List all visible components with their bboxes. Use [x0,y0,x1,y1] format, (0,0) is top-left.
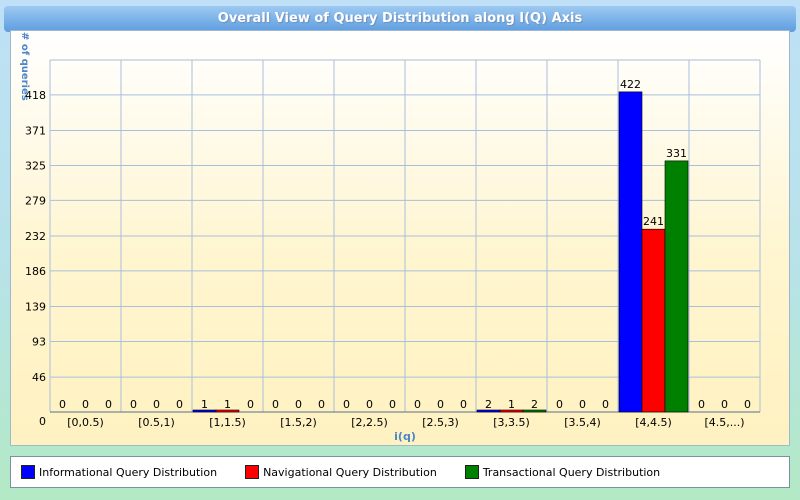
bar-value-label: 0 [272,398,279,411]
bar-value-label: 0 [698,398,705,411]
bar-value-label: 0 [59,398,66,411]
bar-value-label: 2 [485,398,492,411]
y-tick-label: 46 [32,371,46,384]
y-tick-label: 325 [25,159,46,172]
bar-value-label: 0 [721,398,728,411]
bar-value-label: 0 [414,398,421,411]
bar-value-label: 0 [556,398,563,411]
bar [618,91,643,413]
x-tick-label: [1,1.5) [209,416,246,429]
legend-item-navigational: Navigational Query Distribution [245,465,437,479]
bar [215,409,240,413]
legend-label-informational: Informational Query Distribution [39,465,218,479]
bar-value-label: 422 [620,78,641,91]
bar [522,409,547,413]
legend-label-navigational: Navigational Query Distribution [263,465,437,479]
bar-value-label: 0 [366,398,373,411]
y-tick-label: 232 [25,230,46,243]
x-tick-label: [0,0.5) [67,416,104,429]
x-tick-label: [0.5,1) [138,416,175,429]
bar-value-label: 0 [318,398,325,411]
legend-swatch-transactional [464,465,479,479]
bar-value-label: 0 [343,398,350,411]
bar-value-label: 0 [105,398,112,411]
bar-value-label: 1 [508,398,515,411]
y-tick-label: 279 [25,194,46,207]
y-tick-label: 93 [32,335,46,348]
bar [664,160,689,413]
x-tick-label: [4,4.5) [635,416,672,429]
legend-swatch-navigational [245,465,260,479]
y-tick-label: 139 [25,301,46,314]
bar-value-label: 0 [389,398,396,411]
x-tick-label: [4.5,...) [704,416,744,429]
bar-value-label: 0 [82,398,89,411]
legend: Informational Query Distribution Navigat… [10,456,790,488]
x-tick-label: [1.5,2) [280,416,317,429]
bar-value-label: 0 [153,398,160,411]
bar-value-label: 241 [643,215,664,228]
y-tick-label: 186 [25,265,46,278]
legend-item-informational: Informational Query Distribution [21,465,217,479]
bar-value-label: 0 [460,398,467,411]
x-tick-label: [2.5,3) [422,416,459,429]
bar-value-label: 0 [295,398,302,411]
bar-value-label: 0 [176,398,183,411]
bar-value-label: 1 [201,398,208,411]
bar-value-label: 0 [744,398,751,411]
x-axis-label: i(q) [394,430,416,443]
chart-title: Overall View of Query Distribution along… [0,6,800,32]
y-tick-label: 371 [25,125,46,138]
legend-swatch-informational [21,465,35,479]
legend-item-transactional: Transactional Query Distribution [464,465,661,479]
y-tick-label: 418 [25,89,46,102]
bar-value-label: 0 [437,398,444,411]
bar-value-label: 1 [224,398,231,411]
bar-value-label: 0 [130,398,137,411]
x-tick-label: [3,3.5) [493,416,530,429]
bar-value-label: 0 [247,398,254,411]
bar-value-label: 331 [666,147,687,160]
bar-value-label: 2 [531,398,538,411]
legend-label-transactional: Transactional Query Distribution [482,465,661,479]
x-tick-label: [3.5,4) [564,416,601,429]
x-tick-label: [2,2.5) [351,416,388,429]
bar-value-label: 0 [579,398,586,411]
y-tick-label: 0 [39,415,46,428]
y-axis-label: # of queries [19,32,30,101]
bar-value-label: 0 [602,398,609,411]
bar [641,228,666,413]
